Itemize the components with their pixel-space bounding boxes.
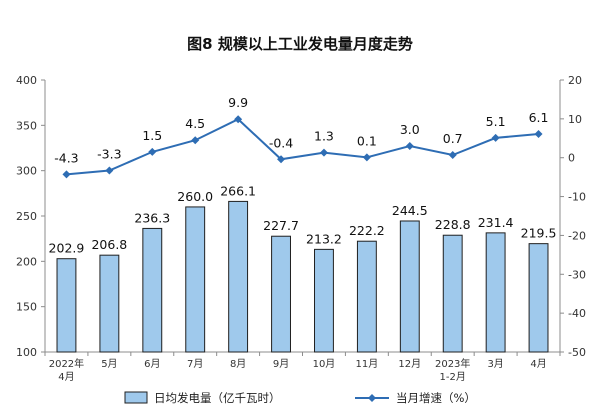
bar-data-label: 213.2 xyxy=(306,231,342,246)
growth-line xyxy=(66,118,539,176)
left-tick-label: 350 xyxy=(16,119,37,132)
line-data-label: -3.3 xyxy=(97,147,121,162)
x-tick-label: 5月 xyxy=(101,358,117,370)
right-tick-label: 0 xyxy=(568,152,575,165)
right-tick-label: -50 xyxy=(568,346,586,359)
line-point xyxy=(148,147,157,156)
bar-data-label: 244.5 xyxy=(392,203,428,218)
x-tick-label: 11月 xyxy=(356,358,379,370)
right-tick-label: -10 xyxy=(568,191,586,204)
right-tick-label: 20 xyxy=(568,74,582,87)
bar-data-label: 206.8 xyxy=(91,237,127,252)
x-tick-label: 8月 xyxy=(230,358,246,370)
legend-bar-swatch xyxy=(124,391,148,404)
x-tick-label: 7月 xyxy=(187,358,203,370)
x-tick-label: 4月 xyxy=(58,371,74,383)
line-data-label: 5.1 xyxy=(486,114,506,129)
x-tick-label: 2022年 xyxy=(49,357,84,370)
bar xyxy=(142,227,163,353)
x-tick-label: 9月 xyxy=(273,358,289,370)
line-point xyxy=(534,130,543,139)
x-tick-label: 4月 xyxy=(530,358,546,370)
bar xyxy=(528,243,549,353)
line-point xyxy=(319,148,328,157)
line-point xyxy=(491,133,500,142)
line-data-label: 0.1 xyxy=(357,133,377,148)
left-tick-label: 150 xyxy=(16,301,37,314)
bar xyxy=(99,254,120,353)
x-tick-label: 6月 xyxy=(144,358,160,370)
left-tick-label: 400 xyxy=(16,74,37,87)
right-tick-label: -20 xyxy=(568,229,586,242)
line-point xyxy=(277,155,286,164)
bar-data-label: 236.3 xyxy=(134,210,170,225)
line-point xyxy=(405,142,414,151)
bar xyxy=(356,240,377,353)
bar-data-label: 202.9 xyxy=(49,241,85,256)
line-point xyxy=(448,150,457,159)
line-point xyxy=(105,166,114,175)
left-tick-label: 100 xyxy=(16,346,37,359)
line-data-label: 1.5 xyxy=(142,128,162,143)
line-data-label: 9.9 xyxy=(228,95,248,110)
line-series: -4.3 -3.3 1.5 4.5 9.9 -0.4 1.3 0.1 3.0 0.7 5.1 6.1 xyxy=(54,95,549,179)
bar xyxy=(56,258,77,353)
line-point xyxy=(191,136,200,145)
line-point xyxy=(362,153,371,162)
line-data-label: 1.3 xyxy=(314,129,334,144)
line-data-label: 4.5 xyxy=(185,116,205,131)
bar-data-label: 266.1 xyxy=(220,183,256,198)
right-tick-label: -40 xyxy=(568,307,586,320)
bar xyxy=(485,232,506,353)
bar-data-label: 219.5 xyxy=(521,226,557,241)
bar-data-label: 260.0 xyxy=(177,189,213,204)
x-tick-label: 3月 xyxy=(487,358,503,370)
bar xyxy=(271,235,291,353)
legend-line-marker xyxy=(368,394,376,402)
bar-data-label: 227.7 xyxy=(263,218,299,233)
line-data-label: -4.3 xyxy=(54,150,78,165)
x-tick-label: 2023年 xyxy=(435,357,470,370)
bar xyxy=(399,220,420,353)
line-data-label: 3.0 xyxy=(400,122,420,137)
bar xyxy=(185,206,206,353)
left-tick-label: 200 xyxy=(16,255,37,268)
bar xyxy=(442,234,463,353)
line-data-label: 0.7 xyxy=(443,131,463,146)
bar xyxy=(228,200,249,353)
left-tick-label: 250 xyxy=(16,210,37,223)
legend: 日均发电量（亿千瓦时） 当月增速（%） xyxy=(124,391,476,405)
bar-data-label: 231.4 xyxy=(478,215,514,230)
left-tick-label: 300 xyxy=(16,165,37,178)
axes: 40035030025020015010020100-10-20-30-40-5… xyxy=(16,74,586,383)
bar-data-label: 222.2 xyxy=(349,223,385,238)
bar xyxy=(314,248,334,353)
line-data-label: 6.1 xyxy=(529,110,549,125)
legend-line-label: 当月增速（%） xyxy=(396,391,476,405)
legend-bar-label: 日均发电量（亿千瓦时） xyxy=(154,391,281,405)
line-data-label: -0.4 xyxy=(269,135,293,150)
line-point xyxy=(62,170,71,179)
bar-series: 202.9 206.8 236.3 260.0 266.1 227.7 213.2 222.2… xyxy=(49,183,557,353)
chart-title: 图8 规模以上工业发电量月度走势 xyxy=(187,35,413,53)
bar-data-label: 228.8 xyxy=(435,217,471,232)
line-point xyxy=(234,115,243,124)
right-tick-label: 10 xyxy=(568,113,582,126)
x-tick-label: 1-2月 xyxy=(440,371,466,383)
x-tick-label: 10月 xyxy=(313,358,336,370)
x-tick-label: 12月 xyxy=(398,358,421,370)
right-tick-label: -30 xyxy=(568,268,586,281)
